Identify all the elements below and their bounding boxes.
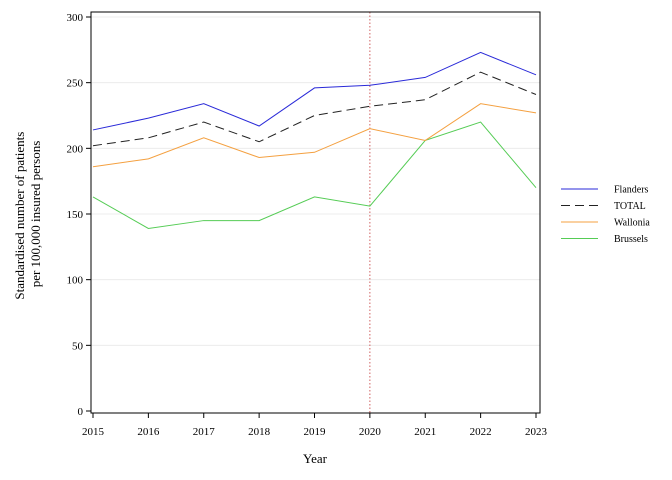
y-tick-label: 100	[67, 275, 84, 287]
x-tick-label: 2019	[304, 426, 327, 438]
series-line-wallonia	[92, 103, 537, 168]
x-tick-label: 2022	[470, 426, 492, 438]
x-tick-label: 2016	[137, 426, 160, 438]
series-layer	[92, 51, 537, 229]
series-line-brussels	[92, 121, 537, 229]
y-tick-label: 300	[67, 12, 84, 24]
gridlines	[91, 16, 540, 346]
y-axis: 0 50 100 150 200 250 300	[67, 12, 91, 418]
y-tick-label: 250	[67, 78, 84, 90]
x-tick-label: 2015	[82, 426, 105, 438]
legend-label-brussels: Brussels	[614, 234, 648, 245]
y-tick-label: 50	[72, 340, 84, 352]
x-tick-label: 2023	[525, 426, 548, 438]
legend-label-flanders: Flanders	[614, 185, 649, 196]
y-tick-label: 150	[67, 209, 84, 221]
plot-frame	[90, 11, 541, 414]
legend: Flanders TOTAL Wallonia Brussels	[561, 185, 650, 245]
legend-label-wallonia: Wallonia	[614, 218, 650, 229]
series-line-total	[92, 71, 537, 147]
series-line-flanders	[92, 51, 537, 131]
x-tick-label: 2017	[193, 426, 216, 438]
x-tick-label: 2021	[414, 426, 436, 438]
x-tick-label: 2020	[359, 426, 382, 438]
legend-label-total: TOTAL	[614, 201, 646, 212]
x-axis-title: Year	[303, 451, 328, 466]
x-axis: 2015 2016 2017 2018 2019 2020 2021 2022 2023	[82, 413, 548, 438]
y-tick-label: 0	[78, 406, 84, 418]
y-axis-title: Standardised number of patients per 100,…	[12, 128, 43, 299]
y-axis-title-line-2: per 100,000 insured persons	[28, 141, 43, 288]
y-tick-label: 200	[67, 143, 84, 155]
x-tick-label: 2018	[248, 426, 271, 438]
y-axis-title-line-1: Standardised number of patients	[12, 132, 27, 300]
